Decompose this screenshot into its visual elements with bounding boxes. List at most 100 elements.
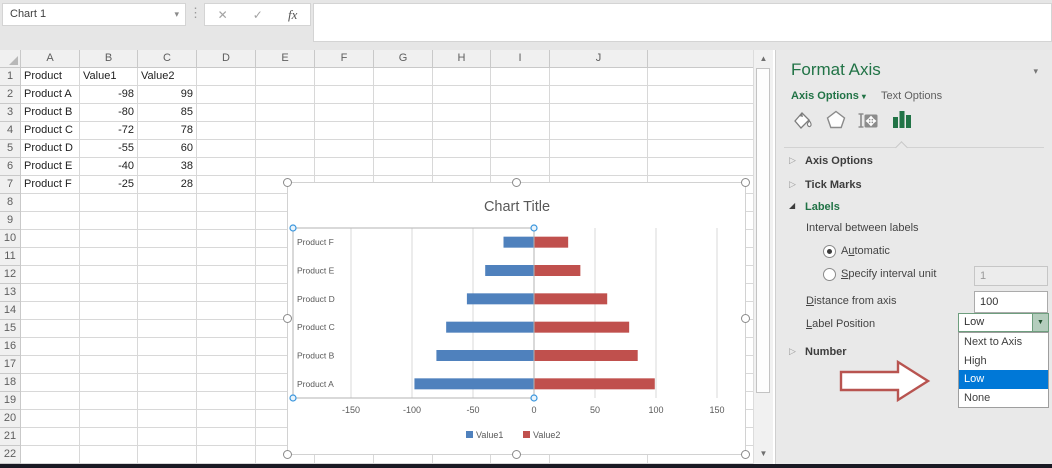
- cell[interactable]: [197, 104, 256, 122]
- cell[interactable]: 99: [138, 86, 197, 104]
- cell[interactable]: [197, 140, 256, 158]
- cell[interactable]: [491, 158, 550, 176]
- cell[interactable]: [491, 86, 550, 104]
- cell[interactable]: [21, 338, 80, 356]
- cell[interactable]: [80, 392, 138, 410]
- cell[interactable]: [648, 68, 753, 86]
- cell[interactable]: [21, 356, 80, 374]
- cell[interactable]: [315, 86, 374, 104]
- cell[interactable]: [138, 284, 197, 302]
- row-header[interactable]: 1: [0, 68, 21, 86]
- cell[interactable]: [80, 410, 138, 428]
- cell[interactable]: [491, 446, 550, 464]
- cell[interactable]: [138, 410, 197, 428]
- row-header[interactable]: 19: [0, 392, 21, 410]
- cell[interactable]: Product D: [21, 140, 80, 158]
- cell[interactable]: Product: [21, 68, 80, 86]
- cell[interactable]: [550, 446, 648, 464]
- scroll-down-icon[interactable]: ▼: [759, 449, 768, 458]
- cell[interactable]: [80, 428, 138, 446]
- cell[interactable]: Value1: [80, 68, 138, 86]
- chart-resize-handle[interactable]: [283, 178, 292, 187]
- bar-value1[interactable]: [503, 236, 535, 248]
- cell[interactable]: 60: [138, 140, 197, 158]
- cell[interactable]: [315, 68, 374, 86]
- automatic-radio-row[interactable]: Automatic: [776, 245, 1052, 261]
- cell[interactable]: Value2: [138, 68, 197, 86]
- cell[interactable]: -25: [80, 176, 138, 194]
- cell[interactable]: [80, 302, 138, 320]
- name-box-dropdown-icon[interactable]: ▾: [174, 9, 179, 19]
- cell[interactable]: [80, 320, 138, 338]
- dropdown-option[interactable]: None: [964, 391, 991, 404]
- axis-selection-handle[interactable]: [530, 224, 538, 232]
- cell[interactable]: [21, 374, 80, 392]
- scrollbar-thumb[interactable]: [756, 68, 770, 393]
- column-header[interactable]: C: [138, 50, 197, 68]
- cell[interactable]: [197, 122, 256, 140]
- bar-value2[interactable]: [534, 265, 581, 276]
- insert-function-icon[interactable]: fx: [288, 6, 298, 22]
- expand-icon[interactable]: ▷: [789, 346, 796, 356]
- cell[interactable]: [256, 122, 315, 140]
- cell[interactable]: [433, 104, 491, 122]
- tab-axis-options[interactable]: Axis Options ▾: [791, 90, 866, 102]
- cell[interactable]: [550, 104, 648, 122]
- cell[interactable]: [374, 140, 433, 158]
- vertical-scrollbar[interactable]: ▲ ▼: [753, 50, 773, 464]
- distance-from-axis-input[interactable]: 100: [974, 291, 1048, 313]
- cell[interactable]: [550, 158, 648, 176]
- cell[interactable]: [138, 266, 197, 284]
- column-header[interactable]: D: [197, 50, 256, 68]
- cell[interactable]: [197, 194, 256, 212]
- cell[interactable]: [374, 158, 433, 176]
- collapse-section-icon[interactable]: ◢: [789, 201, 796, 210]
- cell[interactable]: [197, 230, 256, 248]
- cell[interactable]: Product F: [21, 176, 80, 194]
- chart-title[interactable]: Chart Title: [484, 199, 550, 215]
- cell[interactable]: [21, 212, 80, 230]
- axis-selection-handle[interactable]: [530, 394, 538, 402]
- cell[interactable]: [648, 140, 753, 158]
- chart-resize-handle[interactable]: [283, 450, 292, 459]
- cell[interactable]: [550, 140, 648, 158]
- cell[interactable]: Product C: [21, 122, 80, 140]
- row-header[interactable]: 2: [0, 86, 21, 104]
- cell[interactable]: [433, 140, 491, 158]
- cell[interactable]: [550, 68, 648, 86]
- cell[interactable]: -55: [80, 140, 138, 158]
- row-header[interactable]: 21: [0, 428, 21, 446]
- column-header[interactable]: J: [550, 50, 648, 68]
- column-header[interactable]: H: [433, 50, 491, 68]
- row-header[interactable]: 9: [0, 212, 21, 230]
- cell[interactable]: -40: [80, 158, 138, 176]
- cell[interactable]: [197, 302, 256, 320]
- row-header[interactable]: 22: [0, 446, 21, 464]
- cancel-icon[interactable]: ✕: [217, 7, 228, 22]
- dropdown-arrow-icon[interactable]: ▼: [1032, 314, 1048, 331]
- cell[interactable]: [315, 104, 374, 122]
- cell[interactable]: 28: [138, 176, 197, 194]
- row-header[interactable]: 5: [0, 140, 21, 158]
- cell[interactable]: [197, 392, 256, 410]
- column-header[interactable]: [648, 50, 753, 68]
- axis-selection-box[interactable]: [292, 227, 535, 399]
- cell[interactable]: [80, 374, 138, 392]
- row-header[interactable]: 3: [0, 104, 21, 122]
- cell[interactable]: [138, 428, 197, 446]
- label-position-dropdown[interactable]: Low ▼: [958, 313, 1049, 332]
- cell[interactable]: [550, 86, 648, 104]
- chart-options-icon[interactable]: [889, 107, 915, 133]
- section-number[interactable]: ▷ Number: [789, 346, 847, 358]
- chart-resize-handle[interactable]: [741, 314, 750, 323]
- bar-value1[interactable]: [414, 378, 534, 390]
- cell[interactable]: [197, 86, 256, 104]
- cell[interactable]: [197, 176, 256, 194]
- row-header[interactable]: 12: [0, 266, 21, 284]
- cell[interactable]: [197, 410, 256, 428]
- chart-resize-handle[interactable]: [283, 314, 292, 323]
- pane-collapse-icon[interactable]: ▾: [1033, 66, 1038, 76]
- cell[interactable]: [138, 230, 197, 248]
- cell[interactable]: [138, 392, 197, 410]
- bar-value2[interactable]: [534, 350, 638, 361]
